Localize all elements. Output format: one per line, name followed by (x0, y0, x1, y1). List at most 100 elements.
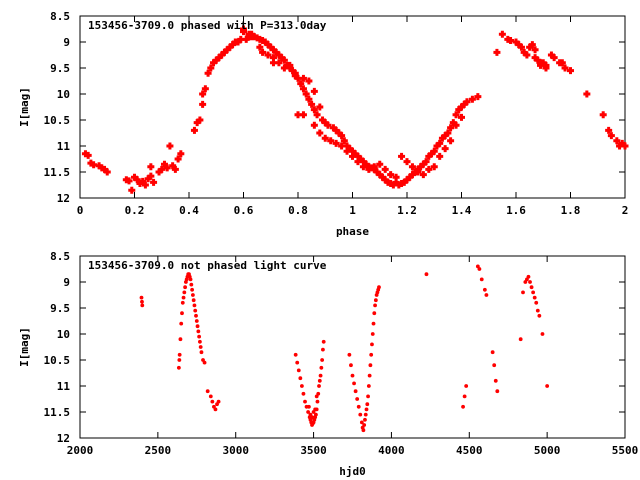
data-point (343, 147, 351, 155)
data-point (136, 179, 144, 187)
data-point (616, 142, 624, 150)
x-tick-label: 5500 (612, 444, 639, 457)
data-point (180, 311, 184, 316)
data-point (299, 384, 304, 388)
data-point (272, 48, 280, 56)
y-tick-label: 11.5 (44, 406, 71, 419)
data-point (490, 350, 495, 355)
chart-title: 153456-3709.0 not phased light curve (88, 259, 327, 272)
data-point (433, 142, 441, 150)
data-point (356, 404, 361, 409)
data-point (280, 56, 288, 64)
data-point (192, 303, 197, 308)
data-point (430, 163, 438, 171)
data-point (324, 121, 332, 129)
data-point (296, 368, 301, 373)
data-point (84, 151, 92, 159)
data-point (428, 150, 436, 158)
data-point (256, 43, 264, 51)
data-point (316, 103, 324, 111)
data-point (464, 384, 469, 388)
data-point (458, 103, 465, 111)
x-axis-label: hjd0 (339, 465, 366, 478)
data-point (392, 178, 400, 186)
data-point (242, 35, 250, 43)
data-point (98, 164, 106, 172)
data-point (197, 334, 202, 339)
y-tick-label: 11 (57, 140, 71, 153)
data-point (561, 64, 569, 72)
data-point (550, 54, 558, 62)
data-point (370, 342, 374, 347)
data-point (419, 160, 427, 168)
data-point (196, 116, 204, 124)
data-point (392, 173, 400, 181)
x-tick-label: 1 (349, 204, 356, 217)
data-point (305, 95, 313, 103)
data-point (352, 381, 356, 386)
data-point (350, 373, 355, 378)
data-point (349, 152, 356, 160)
data-point (389, 181, 397, 189)
data-point (463, 98, 471, 106)
data-point (198, 345, 203, 349)
data-point (449, 119, 457, 127)
data-point (347, 352, 352, 357)
data-point (406, 173, 414, 181)
data-point (378, 173, 386, 181)
x-tick-label: 0.6 (234, 204, 254, 217)
x-tick-label: 1.4 (452, 204, 472, 217)
data-point (539, 59, 547, 67)
data-point (245, 30, 253, 38)
data-point (141, 181, 149, 189)
data-point (171, 165, 179, 173)
data-point (278, 54, 286, 62)
data-point (140, 299, 144, 304)
data-point (150, 178, 158, 186)
data-point (226, 43, 234, 51)
data-point (567, 67, 574, 75)
data-point (308, 100, 316, 108)
data-point (205, 389, 210, 394)
data-point (400, 178, 408, 186)
y-tick-label: 10 (57, 88, 70, 101)
data-point (373, 298, 378, 303)
x-tick-label: 1.8 (561, 204, 581, 217)
data-point (329, 124, 337, 132)
data-point (351, 150, 359, 158)
data-point (103, 168, 111, 176)
data-point (259, 36, 267, 44)
data-point (286, 61, 294, 69)
data-point (315, 399, 320, 404)
data-point (528, 280, 532, 284)
data-point (371, 321, 376, 326)
data-point (408, 171, 416, 179)
data-point (302, 90, 310, 98)
data-point (204, 69, 212, 77)
data-point (218, 51, 226, 59)
data-point (455, 106, 463, 114)
data-point (318, 373, 323, 378)
data-point (422, 158, 430, 166)
chart-title: 153456-3709.0 phased with P=313.0day (88, 19, 327, 32)
data-point (381, 165, 389, 173)
data-point (343, 142, 351, 150)
data-point (447, 137, 455, 145)
data-point (327, 137, 335, 145)
x-tick-label: 5000 (534, 444, 561, 457)
data-point (364, 407, 369, 412)
data-point (301, 391, 306, 396)
data-point (193, 119, 201, 127)
data-point (321, 339, 326, 344)
y-tick-label: 9.5 (50, 302, 70, 315)
data-point (280, 64, 288, 72)
x-tick-label: 2 (622, 204, 629, 217)
data-point (599, 111, 607, 119)
data-point (517, 43, 525, 51)
data-point (90, 161, 98, 169)
data-point (188, 277, 193, 282)
data-point (468, 95, 476, 103)
data-point (264, 41, 272, 49)
data-point (237, 35, 245, 43)
y-tick-label: 10 (57, 328, 70, 341)
